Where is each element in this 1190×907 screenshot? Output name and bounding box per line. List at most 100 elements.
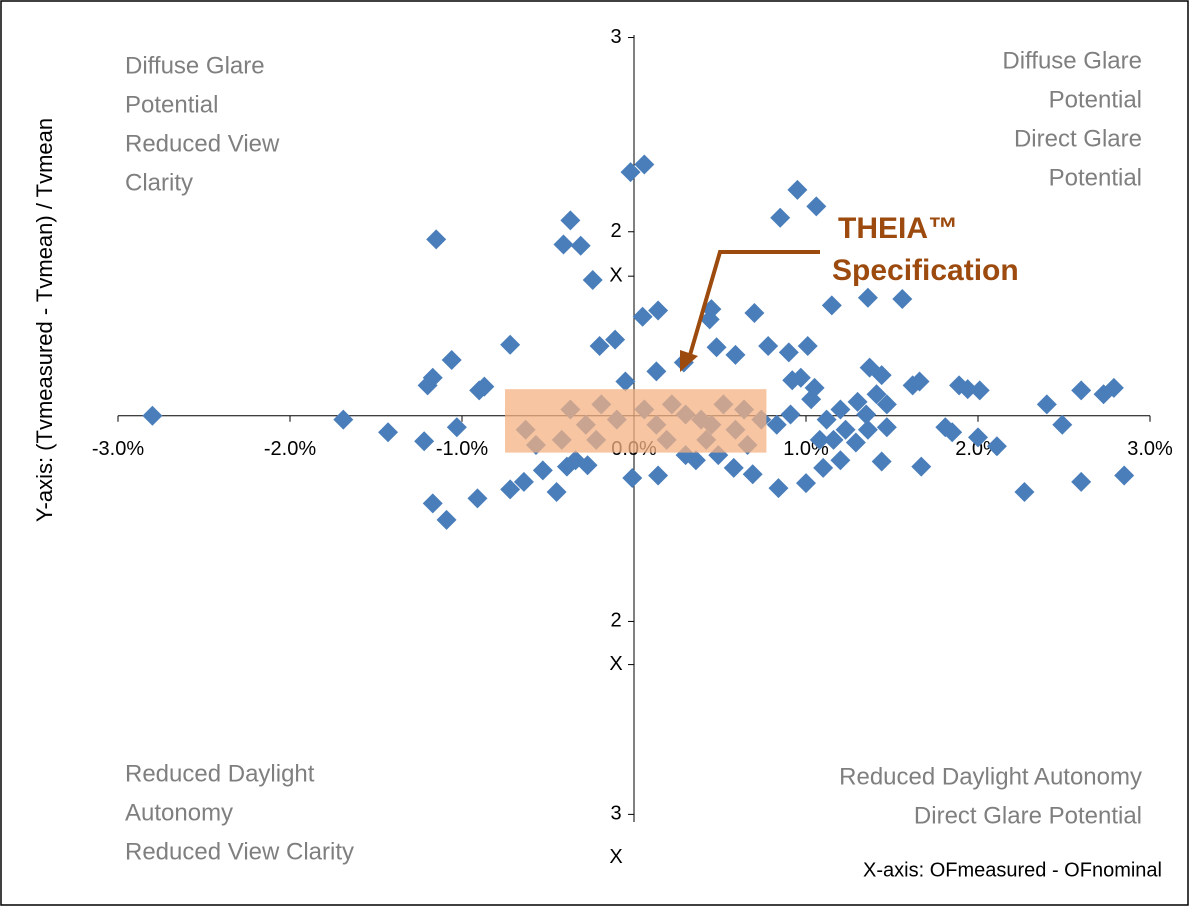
x-axis-label: X-axis: OFmeasured - OFnominal xyxy=(863,859,1162,881)
point xyxy=(821,295,842,316)
point xyxy=(806,196,827,217)
point xyxy=(780,404,801,425)
x-tick-label: -2.0% xyxy=(264,438,316,460)
point xyxy=(801,389,822,410)
point xyxy=(986,436,1007,457)
quadrant-note: Reduced View xyxy=(125,130,280,157)
point xyxy=(589,335,610,356)
point xyxy=(622,468,643,489)
point xyxy=(892,289,913,310)
point xyxy=(787,179,808,200)
quadrant-note: Reduced Daylight xyxy=(125,760,315,787)
y-tick-label: X xyxy=(609,653,622,675)
spec-region xyxy=(505,389,767,453)
y-tick-label: X xyxy=(609,264,622,286)
point xyxy=(1114,465,1135,486)
point xyxy=(813,457,834,478)
point xyxy=(969,380,990,401)
point xyxy=(1071,380,1092,401)
point xyxy=(723,457,744,478)
point xyxy=(648,465,669,486)
point xyxy=(866,384,887,405)
point xyxy=(809,429,830,450)
point xyxy=(847,391,868,412)
spec-arrow xyxy=(688,250,820,356)
point xyxy=(797,335,818,356)
x-tick-label: -1.0% xyxy=(436,438,488,460)
point xyxy=(876,417,897,438)
y-tick-label: 2 xyxy=(610,610,621,632)
point xyxy=(942,422,963,443)
quadrant-note: Diffuse Glare xyxy=(125,52,265,79)
point xyxy=(758,335,779,356)
point xyxy=(1052,414,1073,435)
spec-label: Specification xyxy=(832,254,1019,287)
point xyxy=(646,361,667,382)
point xyxy=(582,269,603,290)
point xyxy=(577,455,598,476)
point xyxy=(142,405,163,426)
quadrant-note: Reduced View Clarity xyxy=(125,838,354,865)
point xyxy=(500,334,521,355)
point xyxy=(742,464,763,485)
point xyxy=(1036,394,1057,415)
point xyxy=(546,481,567,502)
point xyxy=(857,287,878,308)
quadrant-note: Potential xyxy=(1049,86,1142,113)
quadrant-note: Direct Glare xyxy=(1014,125,1142,152)
spec-arrowhead xyxy=(680,350,698,372)
quadrant-note: Diffuse Glare xyxy=(1002,47,1142,74)
point xyxy=(378,422,399,443)
point xyxy=(768,478,789,499)
point xyxy=(876,394,897,415)
point xyxy=(830,399,851,420)
point xyxy=(333,409,354,430)
y-tick-label: 2 xyxy=(610,220,621,242)
x-tick-label: 2.0% xyxy=(955,438,1001,460)
point xyxy=(871,451,892,472)
point xyxy=(706,337,727,358)
point xyxy=(422,493,443,514)
point xyxy=(605,329,626,350)
point xyxy=(1071,471,1092,492)
point xyxy=(871,365,892,386)
point xyxy=(632,306,653,327)
point xyxy=(436,509,457,530)
point xyxy=(790,367,811,388)
quadrant-note: Potential xyxy=(1049,164,1142,191)
y-axis-label: Y-axis: (Tvmeasured - Tvmean) / Tvmean xyxy=(32,118,57,522)
point xyxy=(570,235,591,256)
point xyxy=(835,419,856,440)
point xyxy=(830,450,851,471)
quadrant-note: Reduced Daylight Autonomy xyxy=(839,763,1142,790)
quadrant-note: Potential xyxy=(125,91,218,118)
point xyxy=(845,432,866,453)
point xyxy=(446,417,467,438)
point xyxy=(909,371,930,392)
point xyxy=(426,229,447,250)
point xyxy=(968,427,988,448)
point xyxy=(634,154,655,175)
point xyxy=(500,479,521,500)
point xyxy=(441,349,462,370)
point xyxy=(615,371,636,392)
point xyxy=(796,473,816,494)
point xyxy=(823,429,844,450)
point xyxy=(467,488,488,509)
point xyxy=(957,379,978,400)
quadrant-note: Direct Glare Potential xyxy=(914,802,1142,829)
point xyxy=(770,207,791,228)
point xyxy=(513,471,534,492)
x-tick-label: 3.0% xyxy=(1127,438,1173,460)
point xyxy=(744,302,765,323)
point xyxy=(648,300,669,321)
point xyxy=(725,344,746,365)
point xyxy=(553,234,574,255)
point xyxy=(766,414,787,435)
point xyxy=(778,342,799,363)
point xyxy=(474,376,495,397)
point xyxy=(532,460,553,481)
point xyxy=(911,456,932,477)
x-tick-label: -3.0% xyxy=(92,438,144,460)
